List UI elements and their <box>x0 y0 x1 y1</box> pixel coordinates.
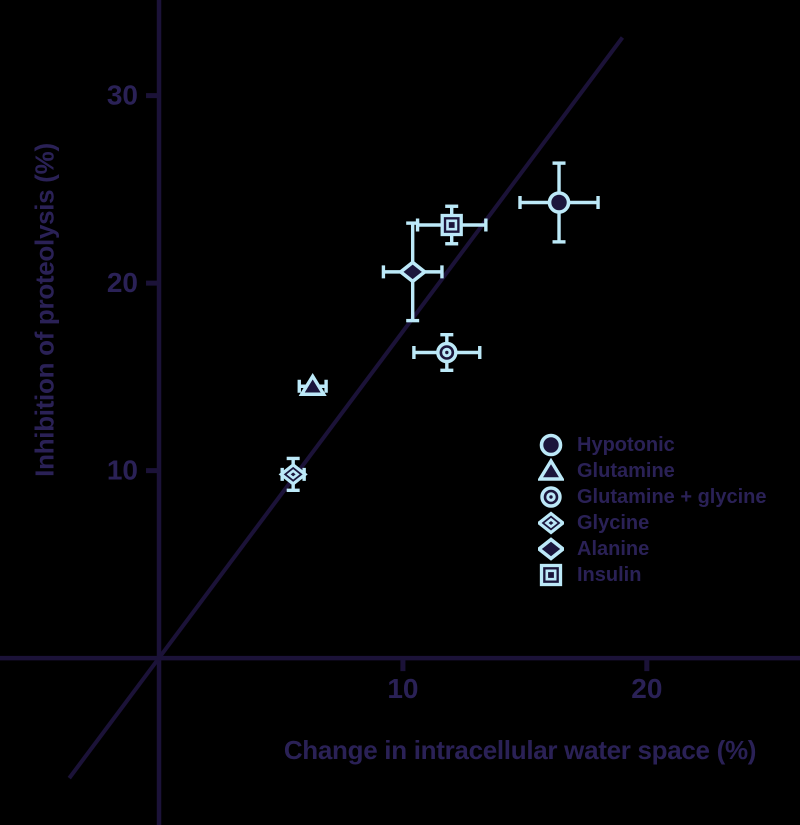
data-point-glutamine-glycine <box>436 341 458 364</box>
marker-legend-glutamine-glycine <box>540 486 562 508</box>
diamond-shape <box>538 537 564 561</box>
legend-label-insulin: Insulin <box>577 564 642 586</box>
marker-legend-glutamine <box>538 458 564 481</box>
marker-legend-glycine <box>538 511 564 535</box>
marker-legend-hypotonic <box>539 433 563 457</box>
legend-item-glutamine-glycine: Glutamine + glycine <box>538 484 767 510</box>
circle-shape <box>540 486 562 508</box>
x-axis-title: Change in intracellular water space (%) <box>283 735 757 765</box>
glycine-marker-icon <box>538 511 564 535</box>
diamond-shape <box>397 260 428 284</box>
x-tick-label: 10 <box>387 673 418 704</box>
y-tick-label: 30 <box>107 80 138 111</box>
legend-item-hypotonic: Hypotonic <box>538 432 767 458</box>
legend-label-glycine: Glycine <box>577 512 650 534</box>
circle-shape <box>539 433 563 457</box>
y-tick-label: 10 <box>107 455 138 486</box>
legend-label-glutamine: Glutamine <box>577 460 675 482</box>
circle-shape <box>436 341 458 364</box>
legend-item-insulin: Insulin <box>538 562 767 588</box>
insulin-marker-icon <box>539 563 563 587</box>
inner-square <box>545 569 557 581</box>
inner-dot <box>442 347 452 358</box>
legend-label-hypotonic: Hypotonic <box>577 434 675 456</box>
inner-dot <box>286 469 300 480</box>
data-point-glutamine <box>298 372 327 396</box>
x-tick-label: 20 <box>631 673 662 704</box>
legend-item-glutamine: Glutamine <box>538 458 767 484</box>
circle-shape <box>547 191 571 214</box>
triangle-shape <box>538 458 564 481</box>
inner-dot <box>546 492 556 502</box>
inner-dot <box>544 517 558 529</box>
legend: Hypotonic Glutamine Glutamine + glycine … <box>538 432 767 588</box>
marker-legend-alanine <box>538 537 564 561</box>
data-point-insulin <box>440 213 463 237</box>
glutamine-marker-icon <box>538 458 564 481</box>
data-point-alanine <box>397 260 428 284</box>
inner-square <box>446 219 458 231</box>
diamond-shape <box>278 462 308 486</box>
legend-item-glycine: Glycine <box>538 510 767 536</box>
hypotonic-marker-icon <box>539 433 563 457</box>
data-point-glycine <box>278 462 308 486</box>
legend-label-alanine: Alanine <box>577 538 650 560</box>
legend-label-glutamine-glycine: Glutamine + glycine <box>577 486 767 508</box>
square-shape <box>539 563 563 587</box>
y-axis-title: Inhibition of proteolysis (%) <box>29 143 60 477</box>
square-shape <box>440 213 463 237</box>
glutamine-glycine-marker-icon <box>540 486 562 508</box>
alanine-marker-icon <box>538 537 564 561</box>
reference-line <box>67 36 625 780</box>
legend-item-alanine: Alanine <box>538 536 767 562</box>
triangle-shape <box>298 372 327 396</box>
y-tick-label: 20 <box>107 267 138 298</box>
diamond-shape <box>538 511 564 535</box>
data-point-hypotonic <box>547 191 571 214</box>
marker-legend-insulin <box>539 563 563 587</box>
